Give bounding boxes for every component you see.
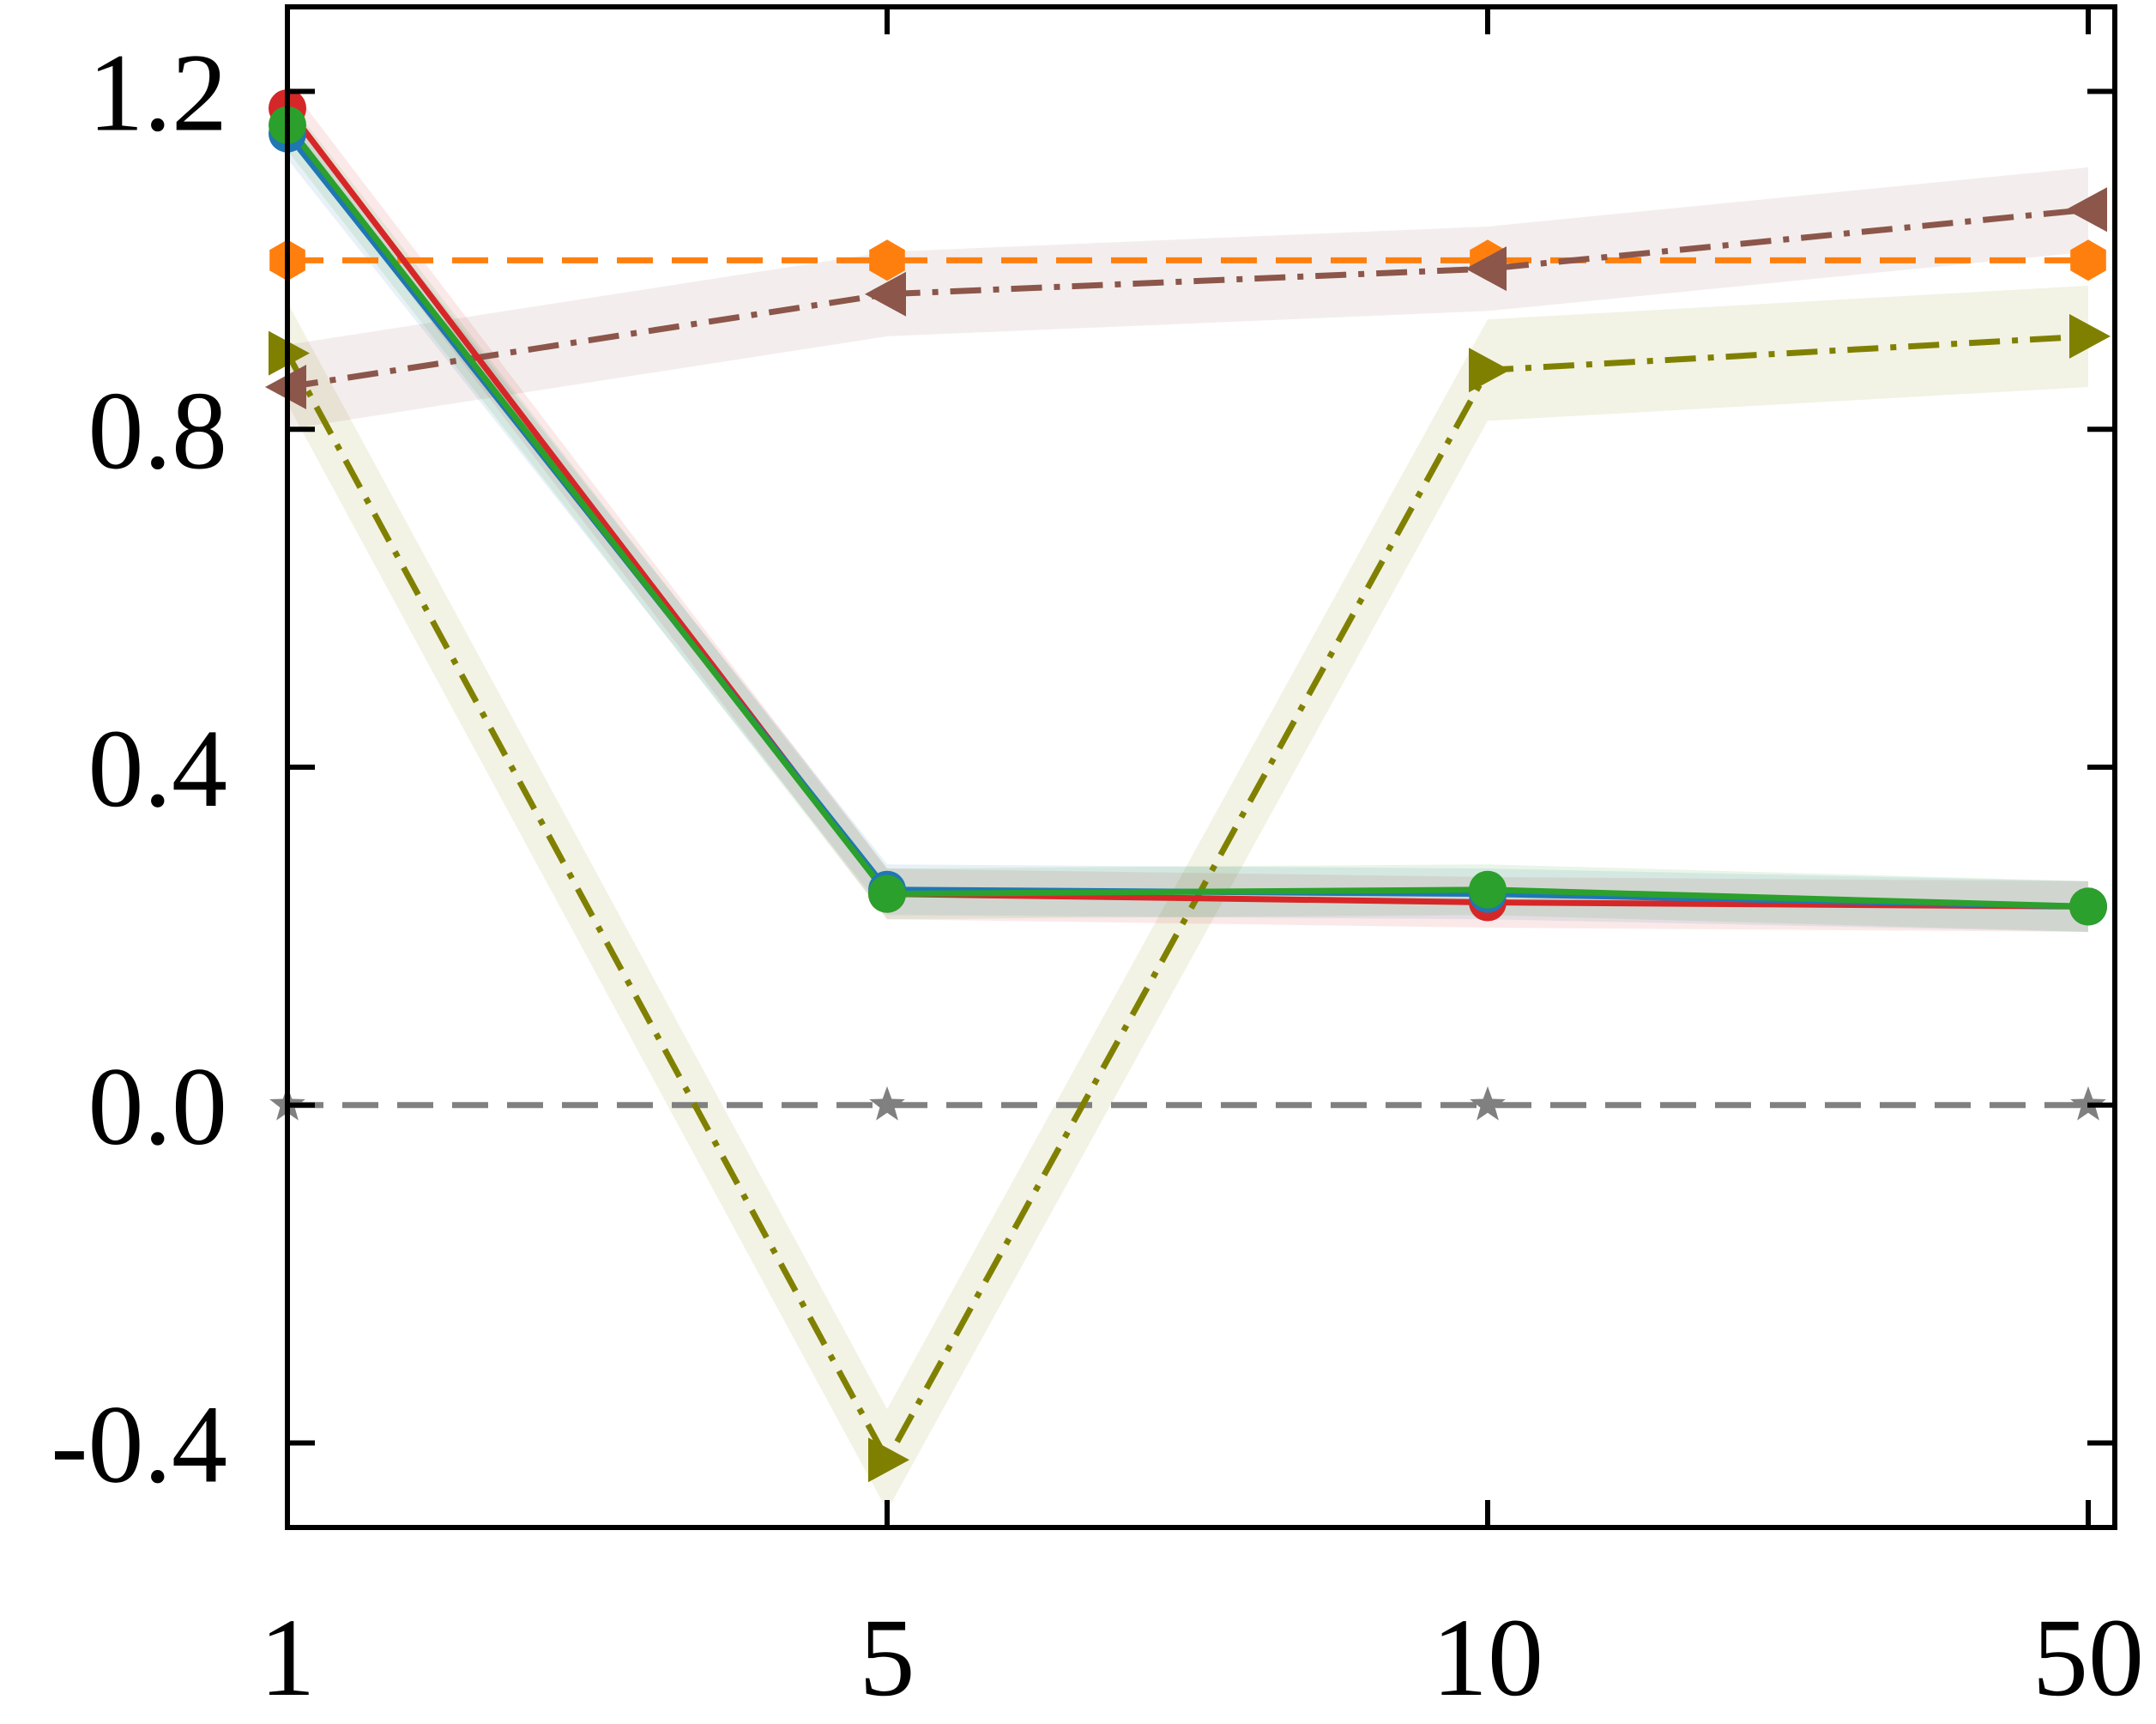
series-4-point-4	[2069, 313, 2111, 359]
y-tick-label-1: 1.2	[88, 31, 228, 154]
x-tick-label-1: 1	[260, 1596, 316, 1720]
x-tick-label-3: 10	[1432, 1596, 1543, 1720]
series-7-point-4	[2069, 887, 2107, 926]
y-tick-label-2: 0.8	[88, 369, 228, 493]
series-lines	[284, 106, 2089, 1467]
series-5-band	[287, 82, 2088, 932]
series-7-point-3	[1469, 870, 1507, 909]
series-2-point-2	[869, 239, 905, 281]
series-4-point-3	[1469, 348, 1510, 393]
x-tick-label-4: 50	[2032, 1596, 2144, 1720]
series-3-point-2	[865, 271, 906, 317]
series-7-point-2	[868, 874, 906, 913]
x-tick-label-2: 5	[860, 1596, 915, 1720]
series-4-point-2	[868, 1437, 909, 1483]
series-3-point-4	[2066, 187, 2107, 233]
series-1-point-3	[1470, 1086, 1506, 1121]
series-3-band	[287, 167, 2088, 430]
y-tick-label-4: 0.0	[88, 1045, 228, 1169]
series-1-point-2	[869, 1086, 905, 1121]
series-3-line	[287, 206, 2089, 390]
series-5-line	[285, 106, 2089, 910]
y-tick-label-5: -0.4	[51, 1383, 227, 1507]
series-4-line	[284, 333, 2089, 1467]
series-7-band	[287, 100, 2088, 932]
series-2-point-4	[2070, 239, 2106, 281]
axis-ticks	[285, 7, 2115, 1527]
series-6-band	[287, 108, 2088, 932]
series-7-line	[285, 123, 2089, 910]
confidence-bands	[287, 82, 2088, 1511]
y-tick-label-3: 0.4	[88, 707, 228, 831]
axis-tick-labels: 1.2 0.8 0.4 0.0 -0.4 1 5 10 50	[51, 31, 2144, 1720]
series-3-point-3	[1465, 246, 1507, 292]
